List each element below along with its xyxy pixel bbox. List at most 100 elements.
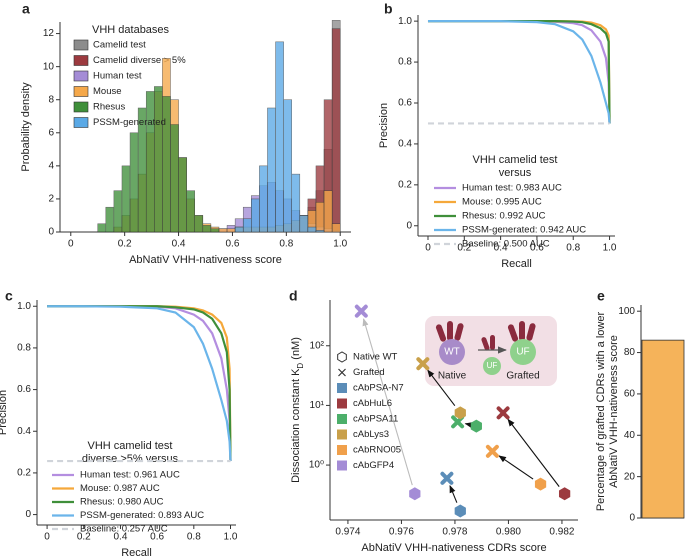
legend-label: Camelid diverse > 5% [93,55,186,66]
x-tick-label: 0.6 [150,532,164,543]
legend-label: Native WT [353,352,398,363]
legend-swatch [337,383,347,393]
legend-label: cAbHuL6 [353,398,392,409]
y-tick-label: 0.2 [398,179,412,190]
y-tick-label: 1.0 [398,16,412,27]
line-series [47,305,232,462]
legend-title: VHH databases [92,24,170,36]
y-tick-label: 8 [48,94,54,105]
y-tick-label: 20 [624,471,636,482]
y-tick-label: 80 [624,347,636,358]
x-axis-label: Recall [501,258,532,270]
x-tick-label: 0 [68,239,74,250]
panel-letter: e [597,288,605,304]
x-tick-label: 0.4 [172,239,186,250]
histogram-bar [178,157,187,233]
y-tick-label: 0.4 [17,426,31,437]
x-tick-label: 0.8 [279,239,293,250]
x-tick-label: 1.0 [224,532,238,543]
histogram-bar [299,215,309,233]
y-tick-label: 100 [618,306,635,317]
panel-letter: a [22,1,30,17]
histogram-bar [283,99,292,233]
legend-label: cAbLys3 [353,429,389,440]
panel: d 0.974 0.976 0.978 0.980 0.982 10⁰ 10¹ 10² AbNat… [289,288,578,554]
y-tick-label: 10² [310,340,325,351]
legend-title: VHH camelid test [473,154,558,166]
histogram-bar [275,41,284,233]
point-native [409,487,421,501]
inset-label: UF [487,361,498,370]
arrow [507,418,560,487]
histogram-bar [218,228,228,233]
x-tick-label: 0.2 [457,243,471,254]
x-tick-label: 0.974 [335,527,360,538]
histogram-bar [315,230,325,233]
y-tick-label: 0.8 [398,57,412,68]
legend-marker [337,351,347,363]
y-tick-label: 0.6 [17,384,31,395]
legend-label: Mouse [93,86,122,97]
x-tick-label: 0.6 [530,243,544,254]
fingers-small [481,335,495,351]
histogram-bar [315,201,325,233]
legend-label: Camelid test [93,40,146,51]
point-grafted [416,357,430,371]
histogram-bar [105,206,115,233]
histogram-bar [129,132,139,233]
y-axis-label: Percentage of grafted CDRs with a lower [595,312,607,512]
y-tick-label: 0 [406,220,412,231]
x-tick-label: 0 [425,243,431,254]
x-tick-label: 0.976 [389,527,414,538]
x-tick-label: 0.6 [225,239,239,250]
point-native [558,487,571,501]
histogram-bar [291,173,301,233]
inset-diagram: WT UF UF Native Grafted [425,316,557,386]
x-tick-label: 1.0 [333,239,347,250]
y-axis-label: Probability density [20,82,32,172]
y-tick-label: 2 [48,194,54,205]
legend-label: Baseline: 0.257 AUC [80,524,168,535]
panel: a 0 0.2 0.4 0.6 0.8 1.0 0 2 4 6 8 10 12 AbNatiV VHH-na… [20,1,351,266]
y-tick-label: 0 [629,513,635,524]
legend-label: Human test: 0.961 AUC [80,470,180,481]
x-tick-label: 0.8 [187,532,201,543]
legend-swatch [73,39,89,51]
arrow [498,455,534,480]
line-series [47,305,232,462]
legend-swatch [73,101,89,113]
line-series [427,20,611,124]
line-series [47,305,232,462]
legend-label: Human test [93,71,142,82]
legend-label: Rhesus [93,102,125,113]
legend-marker [338,368,346,377]
histogram-bar [121,165,131,233]
histogram-bar [307,226,317,233]
panel-letter: b [384,1,393,17]
x-tick-label: 0.2 [118,239,132,250]
histogram-bar [267,107,276,233]
x-tick-label: 0.4 [113,532,127,543]
bar [641,339,685,519]
y-tick-label: 0.8 [17,343,31,354]
legend-label: PSSM-generated [93,117,166,128]
fingers-grafted [507,321,536,342]
histogram-bar [259,165,268,233]
point-grafted [496,406,510,420]
histogram-series [97,86,220,233]
grafted-circle [510,339,536,365]
y-axis-label: AbNatiV VHH-nativeness score [608,335,620,488]
y-tick-label: 0 [25,509,31,520]
histogram-bar [331,223,341,233]
y-tick-label: 12 [43,28,55,39]
histogram-bar [154,86,163,233]
line-series [427,20,611,124]
legend-title: versus [499,167,532,179]
y-axis-label-sub: D [296,363,305,369]
y-tick-label: 4 [48,160,54,171]
legend-label: PSSM-generated: 0.942 AUC [462,225,586,236]
y-axis-label: Dissociation constant KD (nM) [290,337,305,483]
point-grafted [485,444,499,458]
legend-title: diverse >5% versus [82,453,179,465]
